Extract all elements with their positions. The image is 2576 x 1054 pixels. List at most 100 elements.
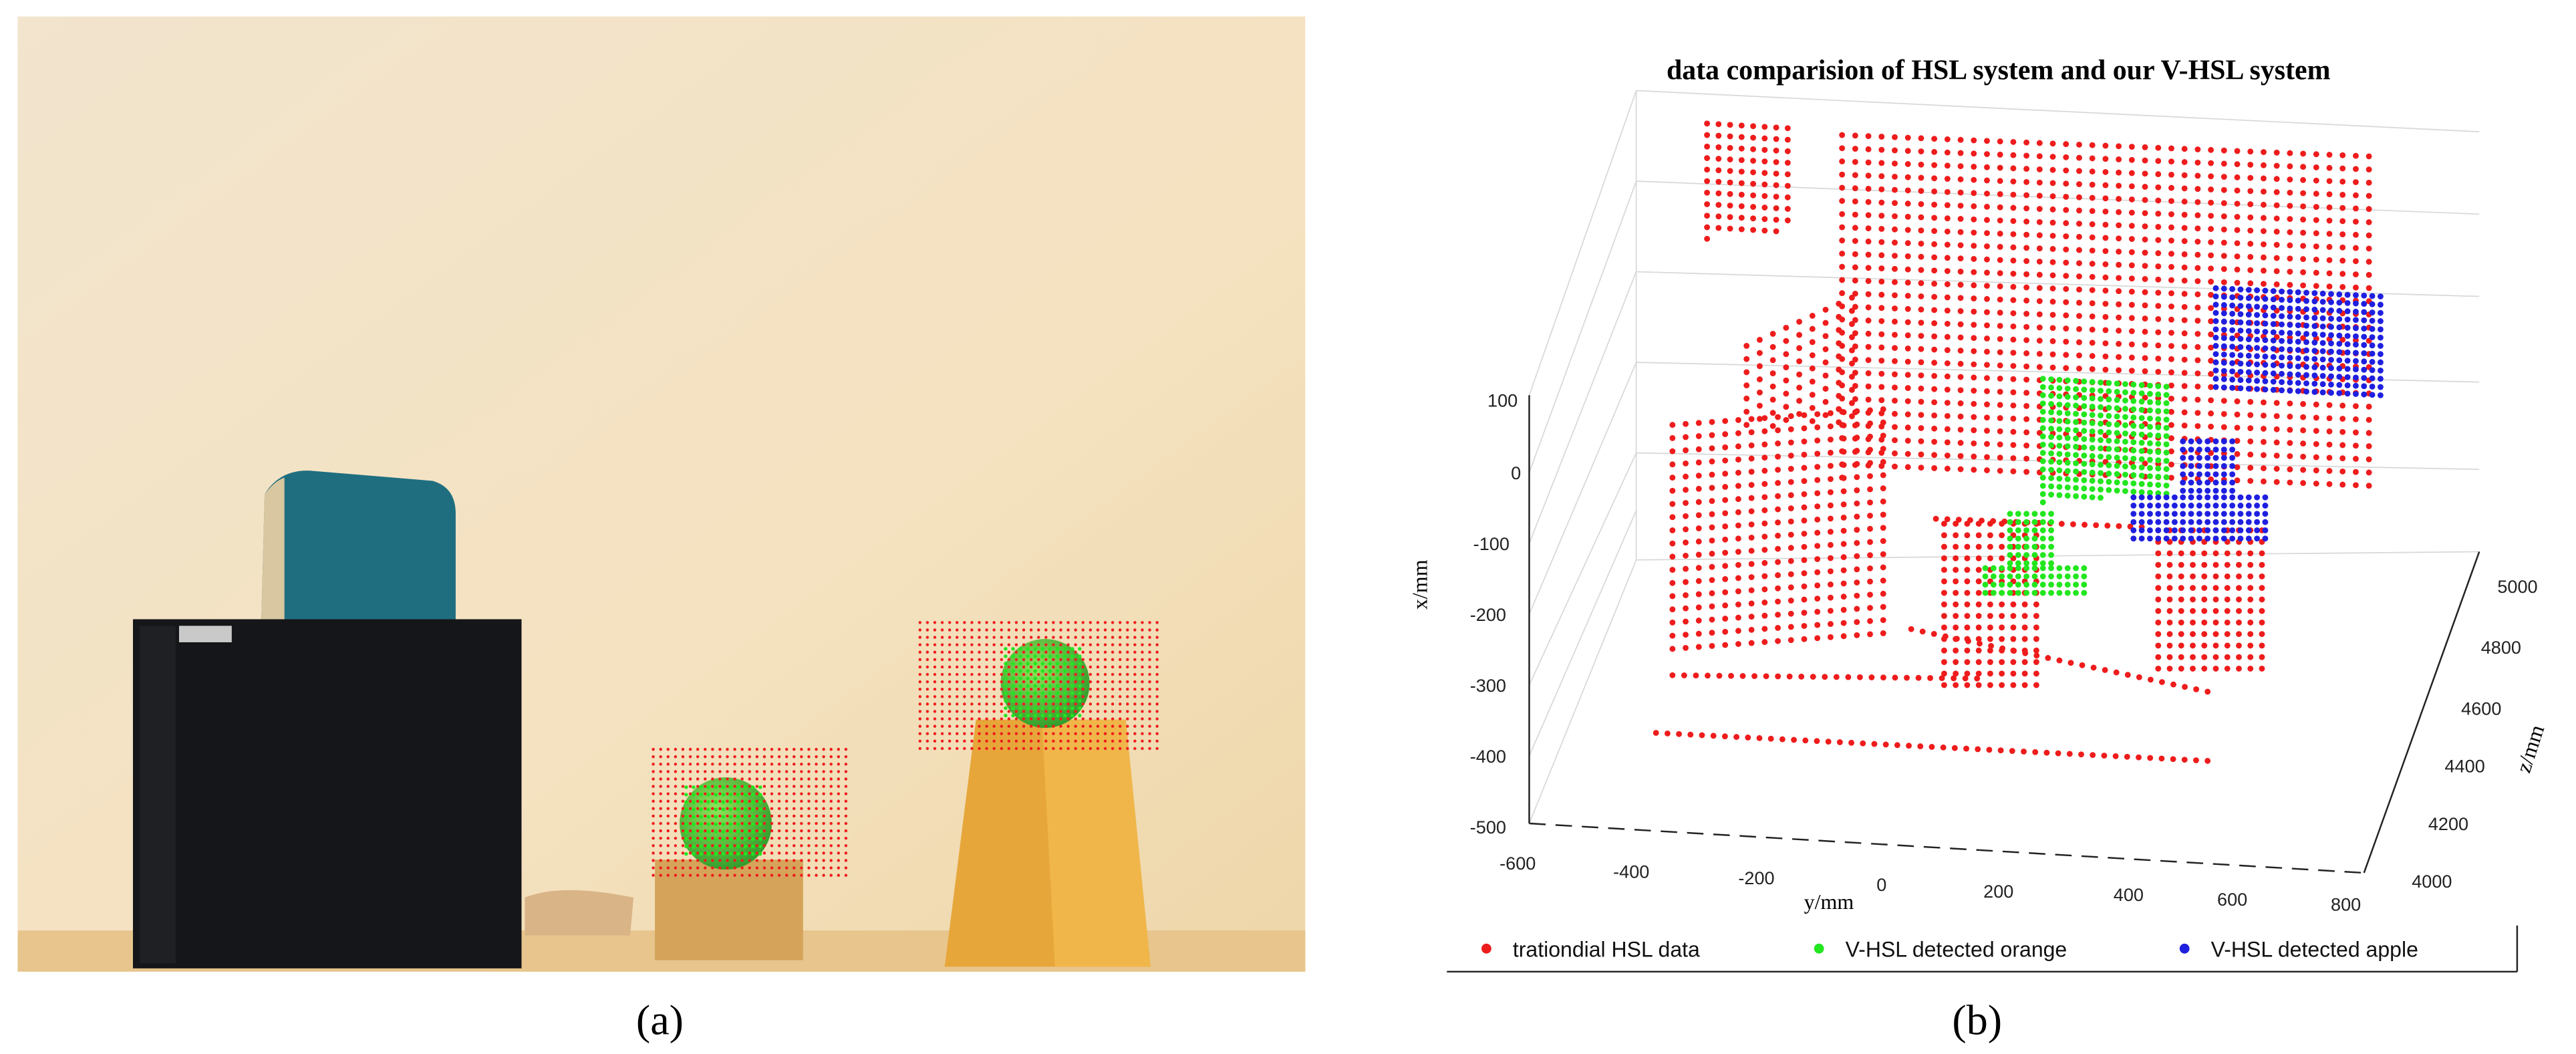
dot [978,636,981,639]
dot [728,807,733,811]
dot [733,747,736,751]
point [1997,454,2003,461]
point [2142,289,2148,295]
point [1944,452,1951,458]
dot [978,724,981,728]
point [2116,523,2122,529]
dot [1074,739,1077,743]
dot [704,807,707,811]
dot [800,836,803,840]
point [1953,624,1959,631]
point [2311,306,2318,313]
point [1918,306,1924,313]
point [1931,412,1938,419]
dot [704,866,707,870]
point [1743,356,1750,362]
point [2247,642,2254,649]
point [2181,251,2188,257]
dot [963,717,966,720]
point [2128,249,2135,255]
dot [714,800,718,804]
point [1918,174,1924,181]
dot [970,680,974,684]
dot [829,821,833,825]
point [1827,568,1834,575]
point [2201,642,2208,649]
point [2262,320,2269,327]
point [2369,367,2376,374]
point [2326,164,2333,171]
grid-line [1528,271,1637,544]
point [2339,218,2346,225]
dot [692,785,696,789]
dot [1055,713,1060,718]
dot [1081,658,1085,662]
point [1715,225,1722,231]
dot [948,650,952,654]
dot [1018,676,1022,680]
point [2138,511,2145,517]
point [1878,173,1885,180]
point [1773,147,1779,154]
point [2142,368,2148,374]
dot [718,866,722,870]
dot [918,724,921,728]
point [2326,178,2333,184]
point [2168,158,2174,165]
dot [940,702,944,706]
point [2300,414,2307,420]
point [1854,592,1860,599]
point [1681,672,1687,678]
dot [1007,621,1011,624]
point [2114,438,2120,444]
dot [793,829,796,833]
point [2178,619,2184,626]
point [1809,339,1816,346]
point [2221,174,2227,180]
point [2090,752,2096,759]
point [1957,360,1964,367]
point [2063,180,2069,187]
point [2031,535,2038,542]
point [1984,388,1990,394]
dot [1007,687,1011,691]
point [2196,471,2202,478]
dot [688,844,692,847]
point [2063,338,2069,345]
point [2076,233,2082,240]
point [2138,415,2145,421]
point [2336,299,2343,306]
dot [1133,724,1137,728]
point [2138,473,2145,479]
dot [948,621,952,624]
dot [784,821,789,825]
point [2048,589,2055,596]
point [2049,154,2056,160]
dot [1062,669,1067,673]
point [2081,573,2088,579]
dot [1074,687,1077,691]
point [2114,380,2120,387]
point [1852,211,1858,218]
point [2247,608,2254,614]
dot [822,747,825,751]
point [2138,382,2145,388]
dot [748,777,751,781]
point [2311,315,2318,321]
point [2036,192,2043,199]
point [2326,217,2333,224]
dot [770,851,774,855]
point [1918,201,1924,207]
point [1704,224,1711,231]
point [1963,745,1969,752]
point [2237,286,2244,293]
dot [815,814,818,818]
dot [1133,636,1137,639]
point [2015,581,2021,588]
point [2010,455,2017,461]
dot [1000,665,1003,669]
dot [985,643,988,646]
point [2023,284,2030,291]
dot [674,777,678,781]
point [2089,387,2096,394]
